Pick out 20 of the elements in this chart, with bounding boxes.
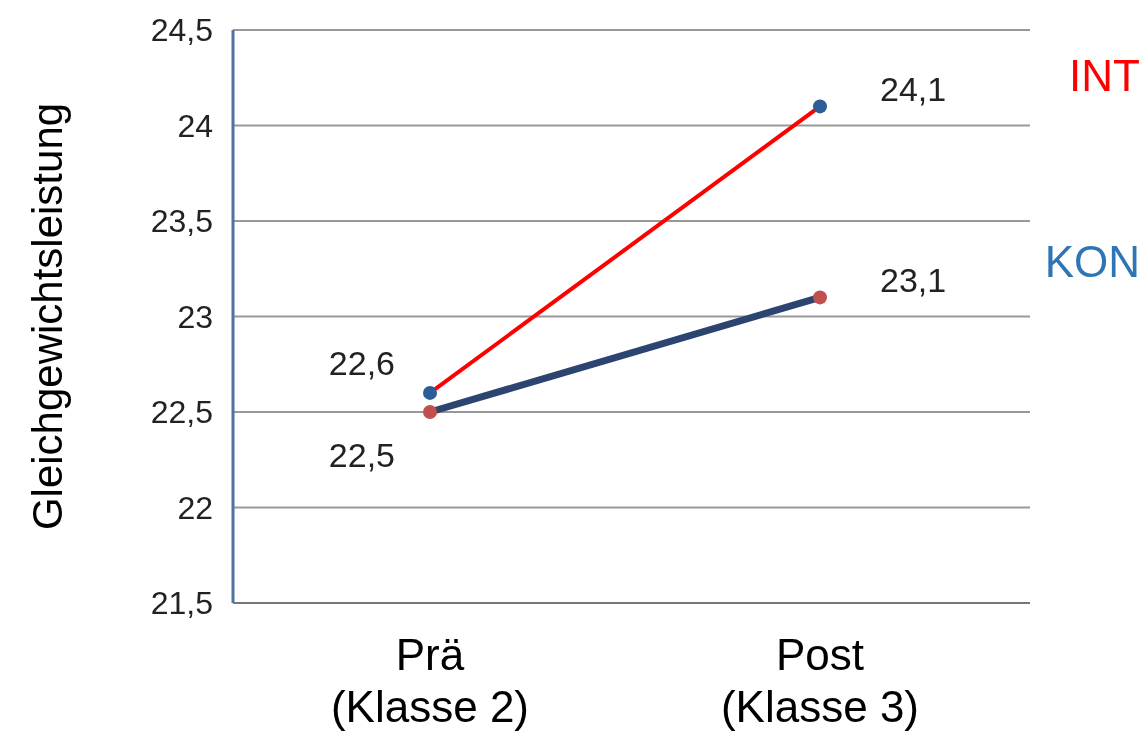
x-tick-label: Post (Klasse 3) <box>720 630 920 731</box>
y-tick-label: 21,5 <box>150 585 213 621</box>
y-tick-label: 23 <box>177 298 213 335</box>
x-tick-label: Prä (Klasse 2) <box>330 630 530 731</box>
y-tick-label: 22 <box>177 489 213 526</box>
y-tick-label: 24 <box>177 107 213 144</box>
point <box>423 385 437 400</box>
data-label: 24,1 <box>880 70 947 109</box>
y-tick-label: 22,5 <box>150 394 213 430</box>
point <box>813 290 827 305</box>
data-label: 22,6 <box>328 343 395 382</box>
y-tick-label: 23,5 <box>150 203 213 239</box>
point <box>813 99 827 114</box>
data-label: 23,1 <box>880 261 947 300</box>
point <box>423 405 437 419</box>
y-tick-label: 24,5 <box>150 12 213 48</box>
text: INT <box>1069 51 1140 101</box>
y-axis-title: Gleichgewichtsleistung <box>24 102 71 531</box>
text: KON <box>1044 237 1140 287</box>
data-label: 22,5 <box>328 436 395 474</box>
